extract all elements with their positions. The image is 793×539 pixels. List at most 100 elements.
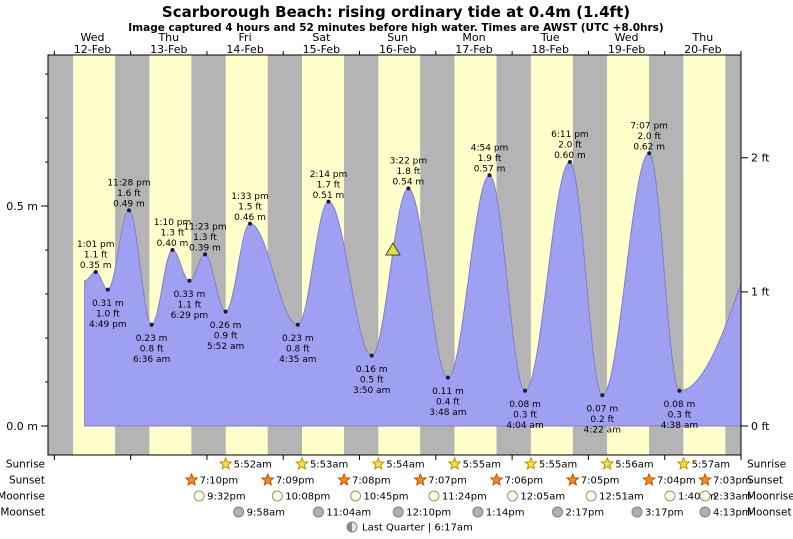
day-date-label: 16-Feb: [379, 43, 416, 56]
tide-extreme-label: 0.35 m: [80, 261, 112, 271]
day-name-label: Thu: [157, 31, 179, 44]
astro-event-time: 7:09pm: [276, 476, 315, 487]
day-date-label: 19-Feb: [608, 43, 645, 56]
day-date-label: 18-Feb: [532, 43, 569, 56]
tide-extreme-label: 7:07 pm: [630, 121, 668, 131]
day-name-label: Tue: [540, 31, 560, 44]
tide-extreme-label: 1.3 ft: [193, 233, 217, 243]
tide-extreme-label: 0.40 m: [157, 239, 189, 249]
tide-extreme-dot: [248, 221, 252, 226]
tide-extreme-label: 1.5 ft: [238, 202, 262, 212]
tide-extreme-label: 4:49 pm: [89, 320, 127, 330]
tide-extreme-label: 0.60 m: [554, 151, 586, 161]
day-date-label: 17-Feb: [455, 43, 492, 56]
tide-extreme-label: 0.54 m: [393, 178, 425, 188]
moonset-icon: [312, 506, 324, 518]
tide-extreme-dot: [295, 322, 300, 327]
tide-extreme-label: 5:52 am: [207, 342, 244, 352]
tide-extreme-label: 4:38 am: [661, 421, 698, 431]
day-date-label: 12-Feb: [74, 43, 111, 56]
astro-event-time: 7:07pm: [428, 476, 467, 487]
astro-event-time: 7:06pm: [505, 476, 544, 487]
astro-event-time: 10:45pm: [364, 492, 409, 503]
astro-event-time: 7:04pm: [657, 476, 696, 487]
moonset-icon: [472, 506, 484, 518]
astro-event-time: 7:03pm: [713, 476, 752, 487]
day-name-label: Sat: [312, 31, 331, 44]
day-name-label: Mon: [462, 31, 485, 44]
tide-extreme-label: 4:22 am: [584, 425, 621, 435]
astro-event-time: 3:17pm: [645, 508, 684, 519]
tide-extreme-label: 2.0 ft: [637, 132, 661, 142]
sunset-icon: [337, 472, 352, 487]
tide-extreme-dot: [647, 151, 652, 156]
astro-event-time: 12:05am: [520, 492, 565, 503]
tide-extreme-label: 2:14 pm: [310, 170, 348, 180]
moonrise-icon: [428, 490, 440, 502]
tide-extreme-label: 0.07 m: [586, 404, 618, 414]
tide-extreme-label: 3:50 am: [353, 386, 390, 396]
tide-extreme-label: 1:01 pm: [77, 240, 115, 250]
astro-event-time: 4:13pm: [713, 508, 752, 519]
tide-extreme-label: 0.16 m: [356, 365, 388, 375]
tide-extreme-dot: [203, 252, 207, 257]
tide-extreme-label: 0.33 m: [174, 290, 206, 300]
tide-extreme-label: 0.39 m: [189, 244, 221, 254]
day-name-label: Fri: [239, 31, 252, 44]
tide-extreme-dot: [600, 393, 605, 398]
tide-extreme-label: 0.49 m: [113, 200, 145, 210]
tide-extreme-label: 1.0 ft: [96, 309, 120, 319]
sunrise-icon: [600, 456, 615, 471]
tide-extreme-dot: [523, 388, 527, 393]
astro-event-time: 5:54am: [386, 460, 424, 471]
y-axis-label-feet: 1 ft: [751, 286, 770, 299]
day-name-label: Wed: [81, 31, 105, 44]
tide-extreme-label: 1.9 ft: [478, 154, 502, 164]
astro-event-time: 2:33am: [713, 492, 751, 503]
sunrise-icon: [371, 456, 386, 471]
sunset-icon: [413, 472, 428, 487]
sunrise-icon: [294, 456, 309, 471]
astro-event-time: 11:04am: [326, 508, 371, 519]
moonset-icon: [631, 506, 643, 518]
astro-row-label-right: Sunset: [747, 475, 783, 487]
sunset-icon: [698, 472, 712, 487]
last-quarter-moon-icon: [347, 522, 352, 532]
astro-event-time: 1:40am: [678, 492, 716, 503]
astro-row-label-right: Sunrise: [747, 459, 786, 471]
tide-extreme-dot: [170, 248, 175, 252]
astro-row-label-right: Moonset: [747, 507, 792, 519]
plot-frame: [47, 54, 742, 456]
moonset-icon: [392, 506, 404, 518]
tide-extreme-dot: [127, 208, 131, 213]
tide-extreme-label: 1.8 ft: [397, 167, 421, 177]
day-date-label: 14-Feb: [226, 43, 263, 56]
astro-event-time: 7:05pm: [581, 476, 620, 487]
tide-extreme-dot: [445, 375, 450, 380]
moonrise-icon: [699, 490, 711, 502]
tide-extreme-dot: [326, 199, 331, 204]
tide-extreme-label: 0.8 ft: [286, 344, 310, 354]
astro-row-label-right: Moonrise: [747, 491, 793, 503]
tide-extreme-label: 0.23 m: [282, 334, 314, 344]
moonrise-icon: [271, 490, 283, 502]
sunset-icon: [641, 472, 656, 487]
astro-event-time: 9:32pm: [207, 492, 246, 503]
sunset-icon: [184, 472, 199, 487]
astro-event-time: 11:24pm: [442, 492, 487, 503]
astro-event-time: 7:10pm: [200, 476, 239, 487]
astro-event-time: 5:53am: [310, 460, 348, 471]
tide-extreme-dot: [406, 186, 411, 191]
astro-event-time: 5:55am: [539, 460, 577, 471]
y-axis-label-metres: 0.0 m: [6, 420, 38, 433]
chart-title: Scarborough Beach: rising ordinary tide …: [162, 3, 630, 21]
tide-extreme-label: 0.23 m: [136, 334, 168, 344]
tide-extreme-label: 6:11 pm: [551, 130, 589, 140]
tide-plot-area: 0.0 m0.5 m0 ft1 ft2 ft1:01 pm1.1 ft0.35 …: [6, 51, 770, 460]
tide-extreme-label: 0.26 m: [210, 321, 242, 331]
tide-extreme-label: 4:35 am: [279, 355, 316, 365]
astro-event-time: 12:10pm: [406, 508, 451, 519]
tide-extreme-label: 1.3 ft: [161, 229, 185, 239]
